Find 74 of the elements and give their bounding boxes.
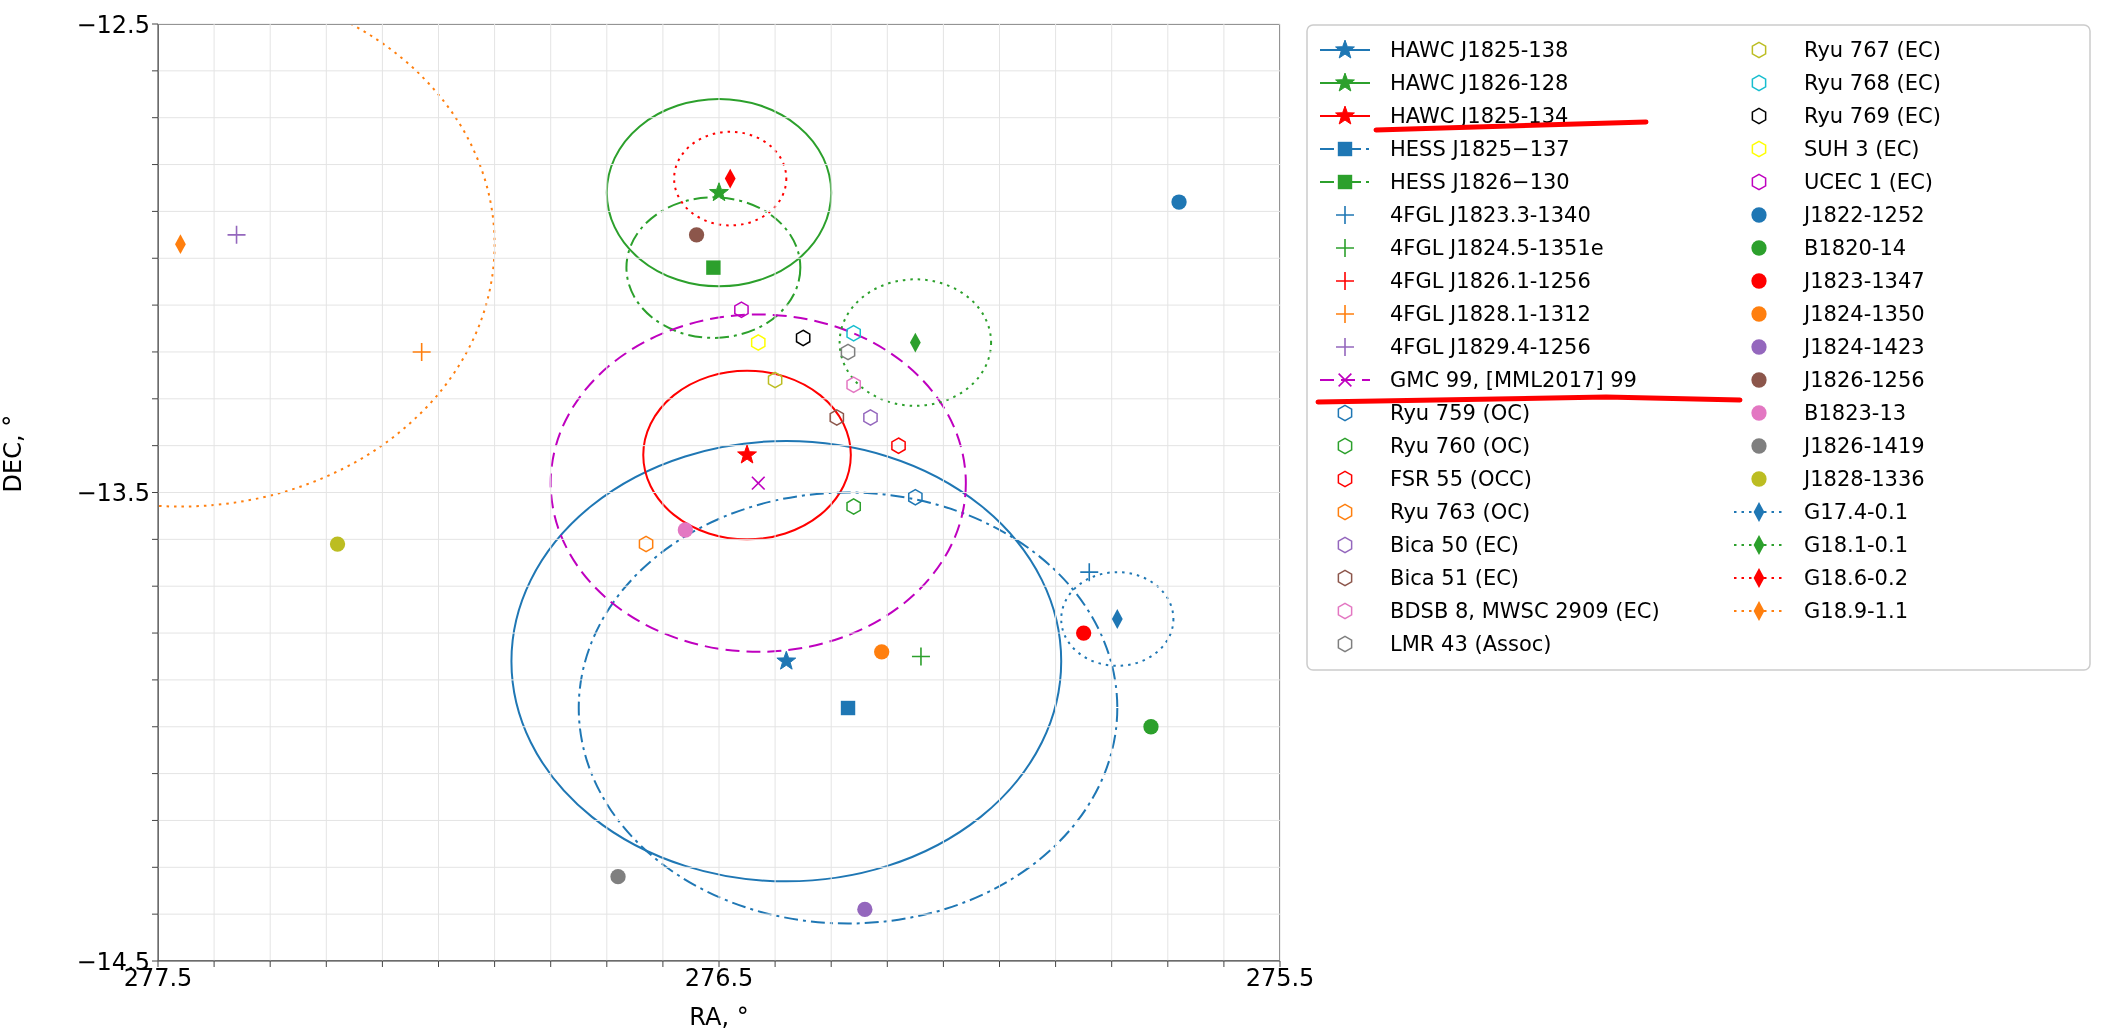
- point: [1171, 194, 1187, 210]
- y-tick-label: −12.5: [76, 10, 150, 39]
- legend-label: J1824-1350: [1802, 302, 1925, 326]
- legend-label: SUH 3 (EC): [1804, 137, 1920, 161]
- point: [840, 343, 856, 361]
- legend-label: J1828-1336: [1802, 467, 1925, 491]
- point: [706, 260, 721, 275]
- point: [776, 650, 797, 670]
- point: [846, 324, 862, 342]
- legend-label: B1823-13: [1804, 401, 1907, 425]
- legend-label: G18.9-1.1: [1804, 599, 1909, 623]
- point: [1080, 563, 1099, 582]
- legend-label: J1826-1419: [1802, 434, 1925, 458]
- legend-label: G18.1-0.1: [1804, 533, 1909, 557]
- point: [737, 444, 757, 464]
- legend-label: GMC 99, [MML2017] 99: [1390, 368, 1637, 392]
- point: [1143, 719, 1159, 735]
- point: [840, 700, 856, 716]
- y-tick-label: −13.5: [76, 479, 150, 508]
- point: [329, 536, 346, 552]
- legend-label: 4FGL J1824.5-1351e: [1390, 236, 1604, 260]
- legend-label: HAWC J1825-138: [1390, 38, 1569, 62]
- point: [610, 869, 626, 885]
- legend-label: 4FGL J1828.1-1312: [1390, 302, 1591, 326]
- legend-label: LMR 43 (Assoc): [1390, 632, 1552, 656]
- legend-label: 4FGL J1829.4-1256: [1390, 335, 1591, 359]
- legend-label: Bica 51 (EC): [1390, 566, 1520, 590]
- legend-label: 4FGL J1826.1-1256: [1390, 269, 1591, 293]
- x-tick-label: 276.5: [684, 964, 754, 993]
- legend-label: J1824-1423: [1802, 335, 1925, 359]
- point: [846, 498, 862, 515]
- point: [846, 376, 862, 394]
- x-tick-label: 275.5: [1245, 964, 1315, 993]
- point: [829, 409, 845, 426]
- point: [863, 409, 878, 426]
- legend-label: Ryu 768 (EC): [1804, 71, 1941, 95]
- legend-label: FSR 55 (OCC): [1390, 467, 1532, 491]
- point: [891, 437, 906, 455]
- legend-label: B1820-14: [1804, 236, 1907, 260]
- point: [795, 329, 811, 347]
- legend-label: Bica 50 (EC): [1390, 533, 1520, 557]
- legend-label: Ryu 767 (EC): [1804, 38, 1941, 62]
- legend-label: HESS J1826−130: [1390, 170, 1570, 194]
- legend-label: Ryu 769 (EC): [1804, 104, 1941, 128]
- point: [911, 647, 930, 666]
- legend-label: 4FGL J1823.3-1340: [1390, 203, 1591, 227]
- legend-label: BDSB 8, MWSC 2909 (EC): [1390, 599, 1660, 623]
- legend-label: UCEC 1 (EC): [1804, 170, 1933, 194]
- point: [750, 334, 766, 351]
- legend-label: HAWC J1825-134: [1390, 104, 1569, 128]
- point: [874, 644, 890, 660]
- legend-label: HESS J1825−137: [1390, 137, 1570, 161]
- point: [857, 901, 873, 918]
- legend-label: G17.4-0.1: [1804, 500, 1909, 524]
- legend-label: HAWC J1826-128: [1390, 71, 1569, 95]
- y-axis-title: DEC, °: [0, 414, 27, 493]
- legend-label: Ryu 759 (OC): [1390, 401, 1531, 425]
- legend-label: Ryu 763 (OC): [1390, 500, 1531, 524]
- point: [412, 342, 431, 361]
- point: [1076, 625, 1092, 641]
- point: [638, 535, 654, 553]
- point: [734, 301, 749, 319]
- legend-label: J1826-1256: [1802, 368, 1925, 392]
- point: [767, 371, 783, 389]
- legend-label: G18.6-0.2: [1804, 566, 1909, 590]
- point: [907, 488, 923, 506]
- legend-label: Ryu 760 (OC): [1390, 434, 1531, 458]
- point: [709, 182, 729, 202]
- legend-label: J1822-1252: [1802, 203, 1925, 227]
- point: [227, 225, 246, 244]
- legend-label: J1823-1347: [1802, 269, 1925, 293]
- x-axis-title: RA, °: [689, 1003, 749, 1031]
- point: [688, 227, 705, 243]
- point: [677, 522, 693, 538]
